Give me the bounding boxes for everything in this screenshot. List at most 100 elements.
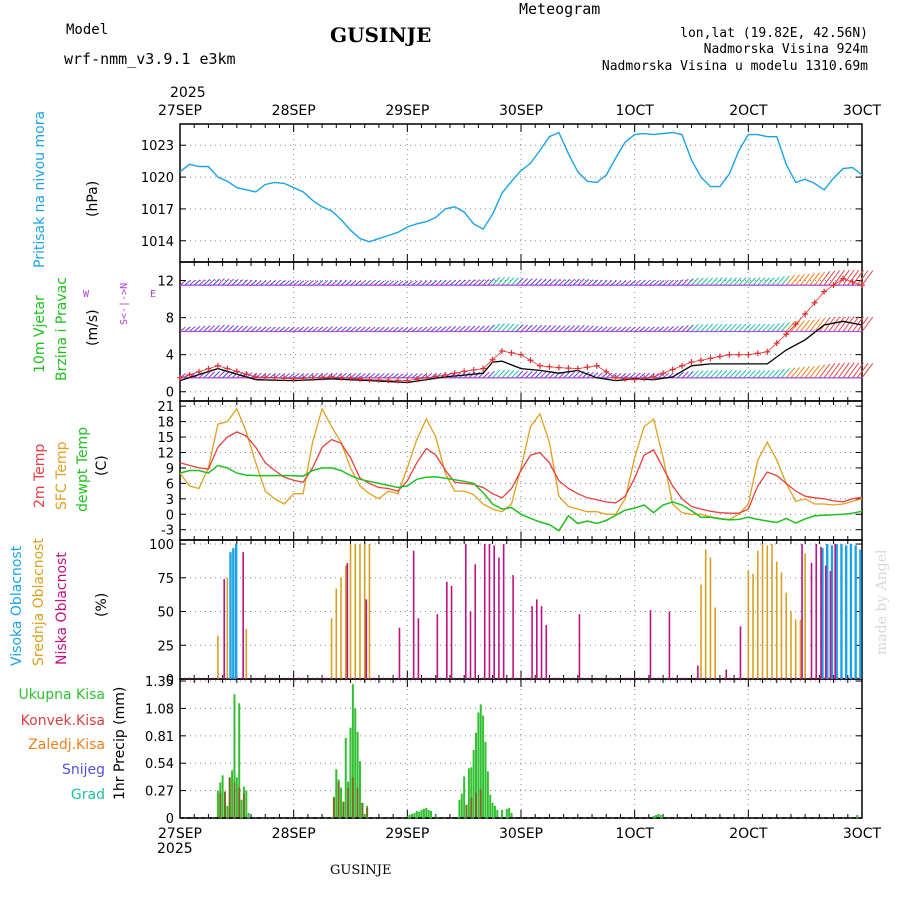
wind-barb — [364, 372, 371, 379]
wind-barb — [847, 269, 860, 286]
wind-barb — [340, 326, 347, 332]
wind-barb — [250, 279, 258, 286]
wind-barb — [506, 277, 515, 286]
wind-barb — [539, 324, 547, 332]
precip-total-bar — [226, 805, 229, 818]
wind-barb — [501, 323, 510, 332]
precip-total-bar — [458, 799, 461, 818]
wind-barb — [610, 372, 617, 379]
wind-barb — [402, 280, 409, 286]
wind-barb — [762, 323, 770, 332]
temp-ytick-label: 0 — [166, 508, 174, 523]
wind-barb — [762, 370, 770, 379]
wind-barb — [705, 370, 714, 379]
wind-barb — [227, 278, 235, 286]
model-label: Model — [66, 22, 108, 38]
wind-barb — [781, 368, 790, 379]
wind-barb — [804, 365, 815, 379]
wind-barb — [279, 372, 286, 379]
wind-barb — [402, 326, 409, 332]
wind-barb — [847, 362, 860, 379]
precip-convective-bar — [347, 787, 350, 818]
wind-barb — [283, 372, 290, 379]
wind-barb — [189, 279, 196, 286]
x-tick-bottom: 30SEP — [499, 826, 543, 842]
precip-convective-bar — [351, 777, 354, 818]
wind-barb — [425, 326, 433, 332]
x-tick-top: 2OCT — [729, 103, 768, 119]
wind-barb — [586, 279, 594, 286]
wind-barb — [672, 326, 679, 332]
precip-convective-bar — [219, 792, 222, 818]
wind-barb — [643, 326, 651, 332]
x-tick-bottom: 27SEP — [158, 826, 202, 842]
wind-barb — [629, 326, 636, 332]
cloud-ytick-label: 25 — [157, 639, 174, 654]
wind-barb — [198, 325, 206, 332]
wind-barb — [837, 316, 850, 332]
wind-barb — [255, 280, 262, 286]
wind-barb — [856, 362, 869, 379]
precip-total-bar — [245, 790, 248, 818]
precip-convective-bar — [332, 797, 335, 818]
wind-barb — [781, 321, 790, 332]
wind-barb — [814, 364, 826, 379]
wind-barb — [795, 366, 805, 379]
wind-barb — [814, 318, 826, 332]
wind-barb — [700, 323, 709, 332]
precip-ytick-label: 0 — [166, 812, 174, 827]
wind-barb — [733, 323, 742, 332]
wind-barb — [411, 326, 418, 332]
precip-ytick-label: 0.81 — [145, 730, 174, 745]
precip-total-bar — [659, 814, 662, 818]
precip-total-bar — [240, 799, 243, 818]
wind-barb — [364, 280, 371, 286]
precip-total-bar — [427, 809, 430, 818]
precip-total-bar — [418, 811, 421, 818]
temp-ytick-label: 18 — [157, 416, 174, 431]
wind-barb — [534, 371, 543, 379]
wind-barb — [776, 276, 785, 286]
wind-barb — [719, 370, 728, 379]
wind-barb — [856, 270, 869, 286]
wind-barb — [591, 325, 599, 332]
wind-barb — [425, 280, 433, 286]
wind-barb — [601, 326, 608, 332]
wind-barb — [425, 372, 433, 379]
wind-barb — [861, 316, 874, 332]
cloud-mid-label: Srednja Oblacnost — [31, 538, 47, 666]
wind-barb — [757, 323, 766, 332]
wind-barb — [605, 372, 613, 379]
wind-barb — [648, 326, 655, 332]
x-tick-bottom: 1OCT — [616, 826, 655, 842]
wind-barb — [856, 316, 869, 332]
wind-barb — [212, 278, 220, 286]
wind-barb — [653, 280, 660, 286]
wind-barb — [568, 278, 575, 286]
x-tick-bottom: 29SEP — [385, 826, 429, 842]
wind-barb — [610, 326, 617, 332]
wind-barb — [691, 370, 699, 379]
wind-barb — [667, 279, 674, 286]
wind-barb — [591, 279, 599, 286]
wind-barb — [212, 371, 220, 379]
wind-barb — [283, 280, 290, 286]
wind-barb — [530, 278, 538, 286]
wind-barb — [354, 372, 362, 379]
wind-barb — [496, 369, 505, 379]
wind-barb — [217, 324, 225, 332]
precip-total-bar — [247, 812, 250, 818]
wind-barb — [743, 323, 752, 332]
wind-barb — [511, 323, 519, 332]
wind-barb — [208, 325, 216, 332]
wind-barb — [643, 280, 651, 286]
wind-barb — [710, 277, 718, 286]
wind-barb — [752, 277, 761, 286]
wind-barb — [317, 326, 324, 332]
wind-barb — [511, 277, 519, 286]
wind-barb — [771, 369, 780, 379]
wind-barb — [487, 324, 495, 332]
wind-barb — [738, 370, 747, 379]
wind-barb — [563, 278, 571, 286]
precip-total-bar — [662, 815, 665, 818]
